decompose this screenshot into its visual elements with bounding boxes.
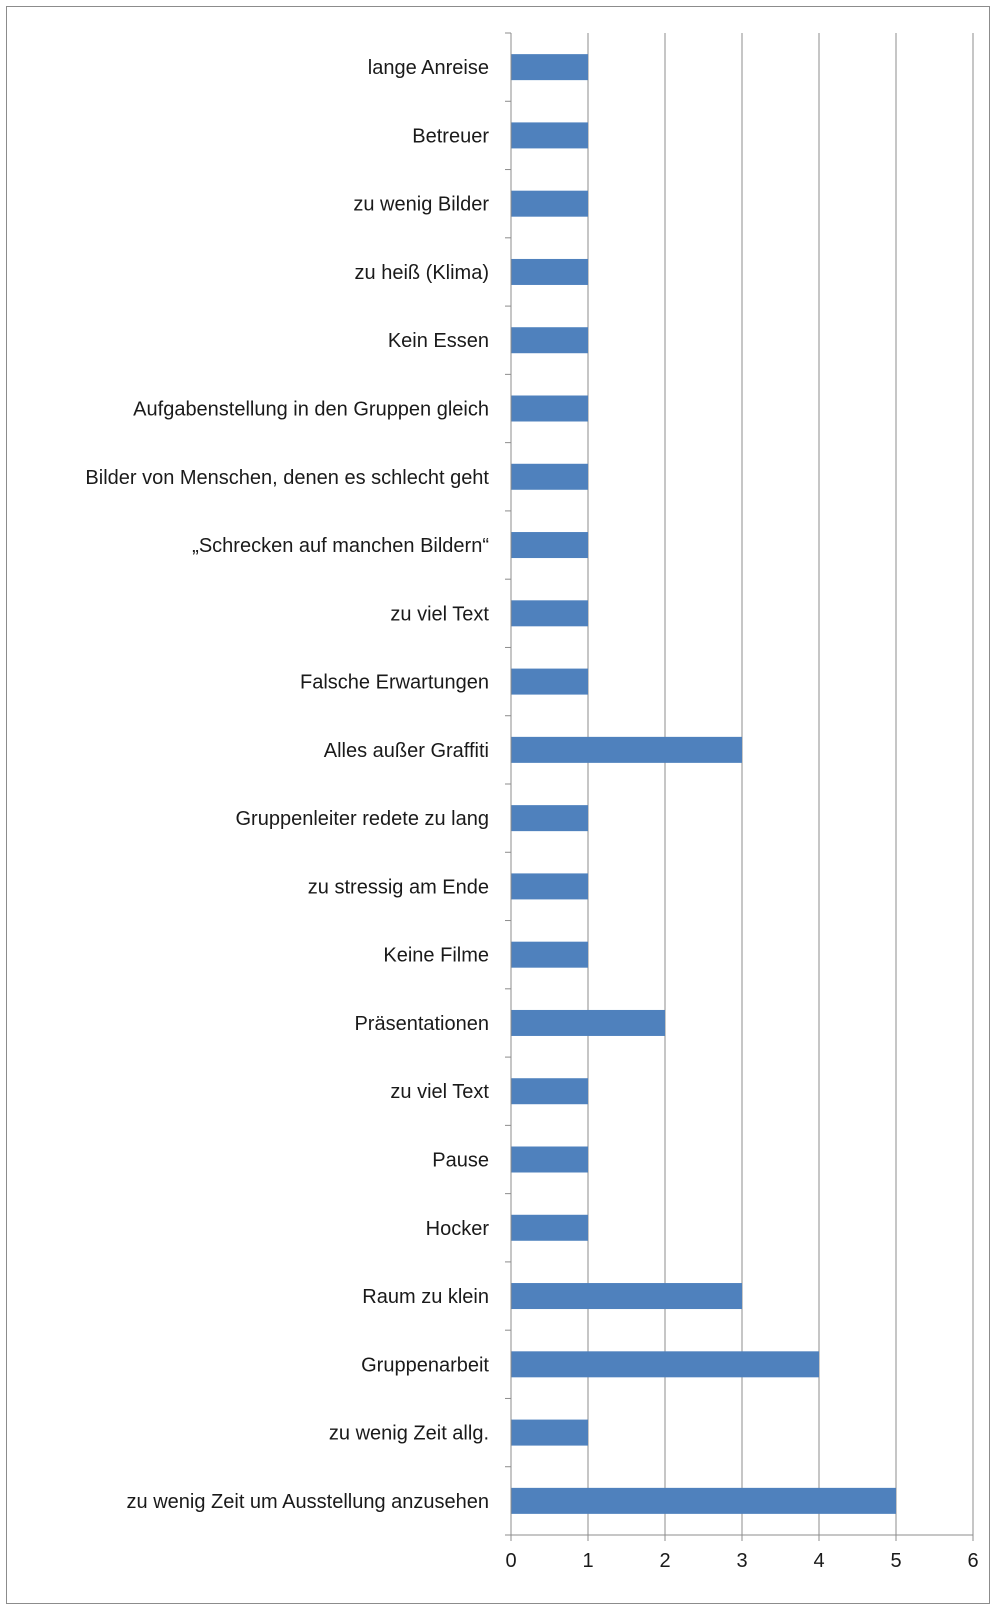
x-tick-label-1: 1: [582, 1550, 593, 1572]
x-tick-label-0: 0: [505, 1550, 516, 1572]
bar-16: [511, 1078, 588, 1105]
bar-20: [511, 1351, 819, 1378]
category-label-18: Hocker: [426, 1218, 490, 1240]
category-label-10: Falsche Erwartungen: [300, 672, 489, 694]
category-labels: lange Anreise Betreuer zu wenig Bilder zu h…: [85, 57, 489, 1513]
category-label-5: Kein Essen: [388, 330, 489, 352]
bar-22: [511, 1487, 896, 1514]
category-label-6: Aufgabenstellung in den Gruppen gleich: [133, 399, 489, 421]
gridlines: [587, 33, 974, 1535]
bar-6: [511, 395, 588, 422]
category-label-12: Gruppenleiter redete zu lang: [236, 808, 490, 830]
category-label-1: lange Anreise: [368, 57, 489, 79]
category-label-20: Gruppenarbeit: [361, 1354, 489, 1376]
chart-frame: [6, 6, 990, 1604]
bar-17: [511, 1146, 588, 1173]
bar-4: [511, 258, 588, 285]
bar-12: [511, 805, 588, 832]
bars: [511, 54, 896, 1514]
bar-1: [511, 54, 588, 81]
bar-14: [511, 941, 588, 968]
category-label-17: Pause: [432, 1150, 489, 1172]
bar-3: [511, 190, 588, 217]
category-label-11: Alles außer Graffiti: [324, 740, 489, 762]
bar-18: [511, 1214, 588, 1241]
x-tick-label-2: 2: [659, 1550, 670, 1572]
category-label-9: zu viel Text: [390, 603, 489, 625]
bar-10: [511, 668, 588, 695]
category-label-4: zu heiß (Klima): [355, 262, 489, 284]
x-tick-label-5: 5: [890, 1550, 901, 1572]
x-tick-label-3: 3: [736, 1550, 747, 1572]
x-tick-label-6: 6: [967, 1550, 978, 1572]
bar-5: [511, 327, 588, 354]
x-tick-label-4: 4: [813, 1550, 824, 1572]
bar-7: [511, 463, 588, 490]
axes: [505, 32, 974, 1541]
category-label-16: zu viel Text: [390, 1081, 489, 1103]
category-label-21: zu wenig Zeit allg.: [329, 1423, 489, 1445]
bar-21: [511, 1419, 588, 1446]
bar-2: [511, 122, 588, 149]
category-label-8: „Schrecken auf manchen Bildern“: [192, 535, 489, 557]
category-label-2: Betreuer: [412, 125, 489, 147]
category-label-19: Raum zu klein: [362, 1286, 489, 1308]
category-label-13: zu stressig am Ende: [308, 876, 489, 898]
x-tick-labels: 0 1 2 3 4 5 6: [505, 1550, 978, 1572]
category-label-22: zu wenig Zeit um Ausstellung anzusehen: [127, 1491, 489, 1513]
category-label-14: Keine Filme: [383, 945, 489, 967]
category-label-15: Präsentationen: [354, 1013, 489, 1035]
bar-8: [511, 532, 588, 559]
bar-9: [511, 600, 588, 627]
bar-19: [511, 1283, 742, 1310]
category-label-3: zu wenig Bilder: [353, 194, 489, 216]
category-label-7: Bilder von Menschen, denen es schlecht g…: [85, 467, 489, 489]
bar-11: [511, 736, 742, 763]
bar-15: [511, 1009, 665, 1036]
bar-13: [511, 873, 588, 900]
